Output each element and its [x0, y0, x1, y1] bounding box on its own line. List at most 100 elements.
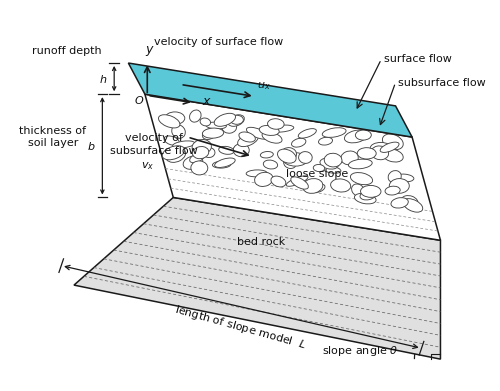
Ellipse shape — [202, 128, 224, 138]
Ellipse shape — [320, 158, 338, 169]
Ellipse shape — [318, 137, 332, 145]
Ellipse shape — [239, 132, 256, 142]
Text: bed rock: bed rock — [236, 237, 285, 247]
Text: subsurface flow: subsurface flow — [398, 77, 486, 88]
Polygon shape — [128, 63, 412, 137]
Text: $h$: $h$ — [99, 73, 107, 84]
Text: thickness of
soil layer: thickness of soil layer — [19, 126, 86, 148]
Ellipse shape — [298, 129, 316, 138]
Ellipse shape — [382, 134, 403, 150]
Ellipse shape — [360, 185, 381, 197]
Text: slope angle $\theta$: slope angle $\theta$ — [322, 344, 398, 357]
Text: $v_x$: $v_x$ — [140, 160, 154, 172]
Ellipse shape — [382, 149, 403, 162]
Ellipse shape — [380, 142, 399, 152]
Text: surface flow: surface flow — [384, 54, 452, 64]
Text: length of slope model  $L$: length of slope model $L$ — [172, 302, 307, 352]
Text: $u_x$: $u_x$ — [257, 81, 270, 93]
Ellipse shape — [200, 118, 210, 126]
Ellipse shape — [166, 147, 186, 162]
Ellipse shape — [314, 165, 324, 172]
Ellipse shape — [190, 153, 204, 163]
Ellipse shape — [390, 179, 409, 193]
Ellipse shape — [164, 136, 180, 145]
Ellipse shape — [371, 146, 388, 160]
Ellipse shape — [214, 113, 236, 126]
Ellipse shape — [228, 115, 244, 126]
Text: loose slope: loose slope — [286, 169, 348, 179]
Ellipse shape — [158, 115, 180, 128]
Ellipse shape — [350, 172, 372, 185]
Ellipse shape — [246, 127, 269, 139]
Ellipse shape — [385, 186, 400, 195]
Ellipse shape — [212, 161, 231, 168]
Text: runoff depth: runoff depth — [32, 47, 102, 56]
Ellipse shape — [233, 143, 249, 157]
Ellipse shape — [330, 179, 350, 192]
Ellipse shape — [284, 153, 308, 166]
Ellipse shape — [354, 194, 376, 204]
Ellipse shape — [268, 119, 284, 129]
Ellipse shape — [291, 177, 308, 189]
Ellipse shape — [203, 147, 215, 158]
Ellipse shape — [165, 112, 185, 124]
Ellipse shape — [298, 152, 312, 163]
Ellipse shape — [172, 125, 185, 138]
Ellipse shape — [302, 179, 323, 194]
Ellipse shape — [196, 145, 207, 155]
Ellipse shape — [192, 140, 212, 154]
Ellipse shape — [230, 115, 243, 124]
Ellipse shape — [214, 158, 235, 167]
Ellipse shape — [254, 172, 273, 187]
Ellipse shape — [246, 170, 267, 177]
Ellipse shape — [356, 130, 372, 140]
Ellipse shape — [322, 166, 341, 173]
Ellipse shape — [162, 146, 184, 160]
Ellipse shape — [281, 148, 296, 161]
Ellipse shape — [358, 148, 376, 159]
Text: velocity of surface flow: velocity of surface flow — [154, 37, 283, 47]
Ellipse shape — [360, 191, 376, 200]
Ellipse shape — [286, 176, 308, 186]
Ellipse shape — [260, 126, 279, 135]
Text: $y$: $y$ — [144, 43, 154, 57]
Ellipse shape — [396, 174, 414, 182]
Ellipse shape — [183, 156, 203, 169]
Ellipse shape — [391, 197, 408, 208]
Ellipse shape — [271, 176, 286, 187]
Ellipse shape — [278, 149, 296, 163]
Ellipse shape — [172, 141, 195, 148]
Ellipse shape — [341, 151, 358, 165]
Ellipse shape — [190, 110, 201, 122]
Text: velocity of
subsurface flow: velocity of subsurface flow — [110, 133, 198, 156]
Polygon shape — [74, 197, 440, 359]
Ellipse shape — [388, 170, 402, 183]
Ellipse shape — [401, 196, 418, 208]
Ellipse shape — [260, 151, 274, 158]
Ellipse shape — [238, 133, 258, 147]
Ellipse shape — [322, 128, 346, 137]
Ellipse shape — [218, 146, 234, 154]
Ellipse shape — [324, 153, 342, 167]
Ellipse shape — [270, 125, 294, 132]
Ellipse shape — [348, 159, 372, 169]
Ellipse shape — [344, 130, 368, 143]
Ellipse shape — [202, 129, 216, 140]
Ellipse shape — [222, 121, 236, 133]
Ellipse shape — [191, 161, 208, 175]
Ellipse shape — [370, 142, 392, 154]
Ellipse shape — [292, 138, 306, 147]
Ellipse shape — [234, 144, 246, 152]
Ellipse shape — [284, 158, 296, 169]
Text: $O$: $O$ — [134, 94, 144, 106]
Ellipse shape — [313, 184, 325, 192]
Ellipse shape — [206, 122, 227, 129]
Text: $b$: $b$ — [86, 140, 96, 152]
Ellipse shape — [403, 199, 422, 212]
Ellipse shape — [192, 147, 209, 159]
Ellipse shape — [264, 160, 278, 169]
Ellipse shape — [352, 184, 364, 196]
Polygon shape — [145, 94, 440, 240]
Text: $x$: $x$ — [202, 95, 212, 108]
Ellipse shape — [262, 132, 282, 143]
